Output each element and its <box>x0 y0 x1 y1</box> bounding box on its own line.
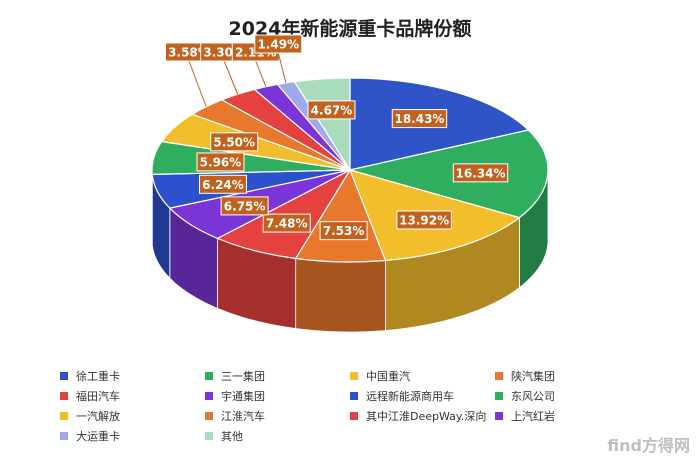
legend-item: 福田汽车 <box>60 388 205 404</box>
legend-swatch <box>205 392 213 400</box>
pie-label-13: 4.67% <box>307 100 356 120</box>
legend-swatch <box>60 372 68 380</box>
pie-label-text-7: 5.96% <box>200 155 242 169</box>
legend-swatch <box>60 432 68 440</box>
legend-item: 大运重卡 <box>60 428 205 444</box>
pie-label-box-7 <box>196 152 245 172</box>
pie-label-box-3 <box>319 221 368 241</box>
legend-item: 东风公司 <box>495 388 640 404</box>
legend-swatch <box>495 392 503 400</box>
pie-leader-10 <box>223 60 239 95</box>
pie-label-0: 18.43% <box>391 109 448 129</box>
site-watermark: find方得网 <box>607 436 690 455</box>
legend-label: 大运重卡 <box>76 430 120 443</box>
pie-label-box-13 <box>307 100 356 120</box>
pie-side-3 <box>295 258 386 333</box>
legend-label: 福田汽车 <box>76 390 120 403</box>
pie-slice-1 <box>349 129 549 219</box>
pie-label-text-4: 7.48% <box>266 217 308 231</box>
legend-label: 一汽解放 <box>76 410 120 423</box>
pie-label-text-3: 7.53% <box>323 224 365 238</box>
legend-item: 上汽红岩 <box>495 408 640 424</box>
pie-label-text-8: 5.50% <box>213 135 255 149</box>
legend-swatch <box>205 372 213 380</box>
legend-swatch <box>60 412 68 420</box>
legend-item: 陕汽集团 <box>495 368 640 384</box>
legend-swatch <box>350 372 358 380</box>
legend-item: 其中江淮DeepWay.深向 <box>350 408 495 424</box>
pie-label-text-2: 13.92% <box>399 214 449 228</box>
pie-label-box-0 <box>391 109 448 129</box>
legend-swatch <box>60 392 68 400</box>
legend-swatch <box>205 412 213 420</box>
pie-data-labels: 18.43% 16.34% 13.92% 7.53% 7.48%6.75% 6.24% 5.… <box>164 34 509 241</box>
pie-label-4: 7.48% <box>262 213 311 233</box>
pie-label-box-2 <box>396 210 452 230</box>
pie-label-12: 1.49% <box>254 34 303 84</box>
pie-label-box-6 <box>198 174 247 194</box>
pie-label-box-8 <box>210 132 259 152</box>
pie-label-text-6: 6.24% <box>202 178 244 192</box>
legend-label: 其中江淮DeepWay.深向 <box>366 410 487 423</box>
legend-swatch <box>350 392 358 400</box>
pie-label-text-5: 6.75% <box>224 199 266 213</box>
legend-row: 大运重卡 其他 <box>60 426 660 446</box>
legend-row: 徐工重卡 三一集团 中国重汽 陕汽集团 <box>60 366 660 386</box>
pie-label-text-12: 1.49% <box>257 38 299 52</box>
legend-label: 上汽红岩 <box>511 410 555 423</box>
legend-label: 其他 <box>221 430 243 443</box>
pie-leader-9 <box>188 60 207 107</box>
pie-label-5: 6.75% <box>220 196 269 216</box>
legend-item: 中国重汽 <box>350 368 495 384</box>
legend-label: 陕汽集团 <box>511 370 555 383</box>
pie-label-6: 6.24% <box>198 174 247 194</box>
legend-label: 远程新能源商用车 <box>366 390 454 403</box>
chart-legend: 徐工重卡 三一集团 中国重汽 陕汽集团福田汽车 宇通集团 远程新能源商用车 东风公司一汽解放… <box>60 366 660 446</box>
legend-item: 宇通集团 <box>205 388 350 404</box>
pie-label-7: 5.96% <box>196 152 245 172</box>
pie-leader-11 <box>255 60 267 87</box>
legend-item: 三一集团 <box>205 368 350 384</box>
legend-label: 东风公司 <box>511 390 555 403</box>
legend-item: 徐工重卡 <box>60 368 205 384</box>
legend-swatch <box>205 432 213 440</box>
legend-label: 三一集团 <box>221 370 265 383</box>
pie-label-box-5 <box>220 196 269 216</box>
pie-label-box-1 <box>452 163 509 183</box>
legend-label: 徐工重卡 <box>76 370 120 383</box>
legend-swatch <box>350 412 358 420</box>
legend-row: 福田汽车 宇通集团 远程新能源商用车 东风公司 <box>60 386 660 406</box>
pie-label-text-9: 3.58% <box>168 46 210 60</box>
pie-plot: 18.43% 16.34% 13.92% 7.53% 7.48%6.75% 6.24% 5.… <box>151 34 549 333</box>
pie-label-box-12 <box>254 34 303 54</box>
pie-label-text-1: 16.34% <box>456 166 506 180</box>
legend-swatch <box>495 372 503 380</box>
legend-item: 江淮汽车 <box>205 408 350 424</box>
legend-item: 一汽解放 <box>60 408 205 424</box>
legend-label: 中国重汽 <box>366 370 410 383</box>
pie-label-8: 5.50% <box>210 132 259 152</box>
pie-label-1: 16.34% <box>452 163 509 183</box>
legend-label: 江淮汽车 <box>221 410 265 423</box>
pie-label-text-0: 18.43% <box>394 112 444 126</box>
pie-label-box-4 <box>262 213 311 233</box>
pie-label-2: 13.92% <box>396 210 452 230</box>
pie-leader-12 <box>277 52 287 84</box>
pie-label-text-13: 4.67% <box>311 103 353 117</box>
legend-row: 一汽解放 江淮汽车 其中江淮DeepWay.深向 上汽红岩 <box>60 406 660 426</box>
legend-label: 宇通集团 <box>221 390 265 403</box>
pie-label-3: 7.53% <box>319 221 368 241</box>
legend-item: 其他 <box>205 428 350 444</box>
legend-item: 远程新能源商用车 <box>350 388 495 404</box>
legend-swatch <box>495 412 503 420</box>
